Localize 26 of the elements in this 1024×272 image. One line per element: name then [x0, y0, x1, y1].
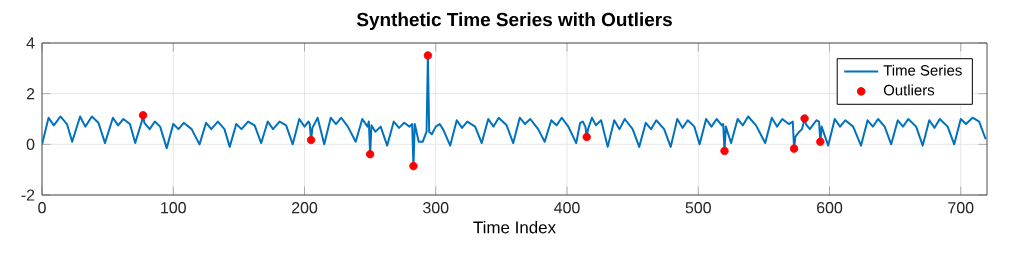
x-tick-label: 600 — [817, 202, 843, 214]
chart-title: Synthetic Time Series with Outliers — [356, 12, 672, 31]
point — [816, 137, 825, 146]
x-axis-title: Time Index — [473, 221, 556, 234]
point — [582, 132, 591, 142]
point — [365, 150, 375, 159]
y-tick-label: 0 — [26, 138, 35, 150]
x-tick-label: 700 — [948, 202, 974, 214]
x-tick-label: 0 — [38, 202, 46, 214]
point — [138, 111, 148, 120]
point — [423, 51, 433, 60]
legend-label: Time Series — [883, 64, 962, 76]
x-tick-label: 100 — [161, 202, 186, 214]
y-tick-label: 2 — [26, 88, 35, 100]
point — [306, 135, 316, 145]
y-tick-label: -2 — [21, 189, 35, 201]
legend-label: Outliers — [883, 84, 935, 96]
x-tick-label: 500 — [685, 202, 711, 214]
point — [789, 144, 799, 153]
x-tick-label: 300 — [423, 202, 449, 214]
x-tick-label: 200 — [292, 202, 318, 214]
point — [409, 161, 418, 171]
point — [720, 146, 729, 156]
y-tick-label: 4 — [26, 37, 35, 49]
x-tick-label: 400 — [554, 202, 580, 214]
point — [800, 114, 809, 123]
